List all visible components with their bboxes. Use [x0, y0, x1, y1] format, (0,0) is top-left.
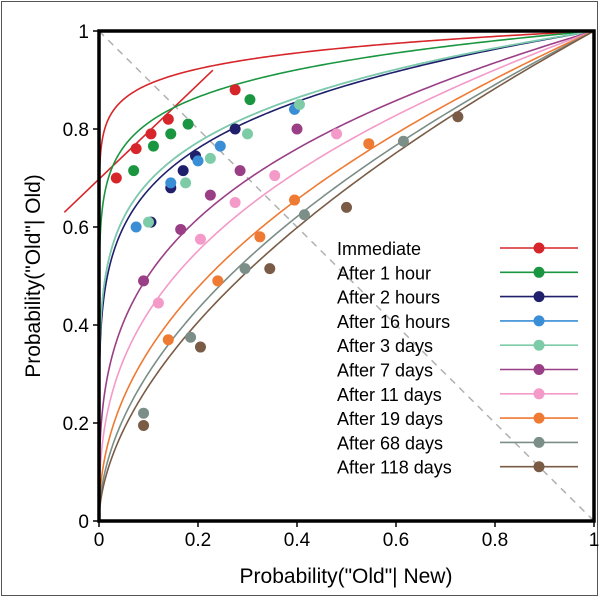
data-point — [214, 140, 226, 152]
roc-curve-6 — [99, 31, 594, 521]
data-point — [244, 94, 256, 106]
legend-label: After 19 days — [337, 409, 443, 429]
data-point — [130, 143, 142, 155]
y-tick-label: 1 — [78, 22, 89, 43]
data-point — [289, 194, 301, 206]
data-point — [165, 177, 177, 189]
data-point — [204, 152, 216, 164]
data-point — [143, 216, 154, 228]
zroc-line-1 — [63, 69, 214, 213]
data-point — [182, 118, 194, 130]
roc-curve-5 — [99, 31, 594, 521]
data-point — [162, 113, 174, 125]
legend-label: Immediate — [337, 239, 421, 259]
data-point — [254, 231, 266, 243]
data-point — [341, 201, 352, 213]
data-point — [162, 334, 174, 346]
data-point — [175, 223, 187, 235]
x-tick-label: 0.8 — [482, 530, 508, 551]
legend-marker — [533, 242, 545, 254]
y-tick-label: 0 — [78, 512, 89, 533]
data-point — [152, 297, 164, 309]
x-tick-label: 0 — [94, 530, 105, 551]
data-point — [212, 275, 224, 287]
legend-label: After 2 hours — [337, 288, 440, 308]
data-point — [363, 138, 375, 150]
legend-label: After 3 days — [337, 336, 433, 356]
legend-marker — [533, 266, 545, 278]
legend-label: After 118 days — [337, 458, 452, 478]
data-point — [110, 172, 122, 184]
roc-curve-3 — [99, 31, 594, 521]
legend-label: After 7 days — [337, 361, 433, 381]
data-point — [291, 123, 303, 135]
y-tick-label: 0.2 — [63, 414, 89, 435]
legend-label: After 16 hours — [337, 312, 450, 332]
data-point — [185, 331, 197, 343]
legend-marker — [533, 339, 545, 351]
legend-label: After 1 hour — [337, 263, 431, 283]
legend-marker — [533, 436, 545, 448]
data-point — [242, 128, 253, 140]
data-point — [192, 155, 204, 167]
plot-area — [99, 31, 594, 521]
data-point — [229, 123, 241, 135]
x-tick-label: 0.4 — [284, 530, 311, 551]
data-point — [452, 111, 464, 123]
x-tick-label: 0.6 — [383, 530, 409, 551]
roc-curve-10 — [99, 31, 594, 521]
legend-label: After 68 days — [337, 433, 443, 453]
data-point — [138, 407, 150, 419]
data-point — [204, 189, 216, 201]
data-point — [145, 128, 157, 140]
data-point — [128, 165, 140, 177]
legend-marker — [533, 461, 545, 473]
roc-curve-8 — [99, 31, 594, 521]
data-point — [269, 170, 281, 182]
roc-curve-2 — [99, 31, 594, 521]
y-tick-label: 0.4 — [63, 316, 90, 337]
roc-curve-1 — [99, 31, 594, 521]
data-point — [165, 128, 177, 140]
data-point — [229, 197, 241, 208]
data-point — [264, 263, 276, 275]
y-tick-label: 0.8 — [63, 120, 89, 141]
data-point — [229, 84, 241, 96]
data-point — [234, 165, 246, 177]
data-point — [147, 140, 159, 152]
y-tick-label: 0.6 — [63, 218, 89, 239]
data-point — [138, 419, 150, 431]
legend-marker — [533, 412, 545, 424]
legend-label: After 11 days — [337, 385, 442, 405]
x-axis-label: Probability("Old"| New) — [240, 565, 453, 588]
data-point — [194, 341, 206, 353]
data-point — [293, 99, 305, 110]
roc-curve-9 — [99, 31, 594, 521]
data-point — [180, 177, 192, 189]
plot-border — [97, 29, 596, 523]
legend: Immediate After 1 hour After 2 hours After … — [337, 239, 578, 478]
data-point — [331, 128, 343, 140]
x-tick-label: 1 — [589, 530, 600, 551]
data-point — [138, 275, 150, 287]
legend-marker — [533, 315, 545, 327]
data-point — [239, 263, 251, 275]
legend-marker — [533, 291, 545, 303]
y-axis-label: Probability("Old"| Old) — [22, 174, 45, 378]
data-point — [298, 209, 310, 221]
roc-curve-7 — [99, 31, 594, 521]
data-point — [177, 165, 189, 177]
data-point — [194, 233, 206, 245]
data-point — [130, 221, 142, 233]
legend-marker — [533, 388, 545, 400]
legend-marker — [533, 364, 545, 375]
x-tick-label: 0.2 — [185, 530, 211, 551]
data-point — [397, 135, 409, 147]
